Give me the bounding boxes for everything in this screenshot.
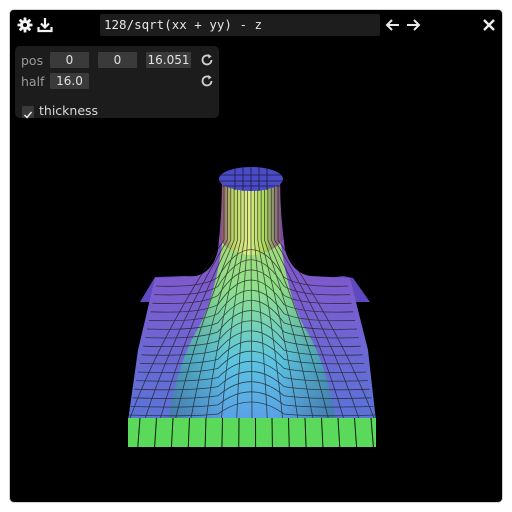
mesh-line <box>129 182 225 419</box>
mesh-line <box>257 182 283 419</box>
mesh-line <box>267 182 329 419</box>
mesh-line <box>274 182 360 419</box>
mesh-line <box>137 350 367 373</box>
cap-grid <box>219 167 283 191</box>
mesh-line <box>264 182 314 419</box>
mesh-line <box>160 182 232 419</box>
surface-mesh <box>128 182 376 419</box>
base-grid-line <box>370 417 374 448</box>
pos-label: pos <box>21 53 44 68</box>
mesh-line <box>190 182 238 419</box>
base-grid-line <box>221 417 223 448</box>
mesh-line <box>139 340 365 365</box>
base-grid-line <box>288 417 290 448</box>
close-icon[interactable] <box>480 16 498 34</box>
base-grid-line <box>170 417 174 448</box>
pos-x-field[interactable]: 0 <box>50 52 89 68</box>
base-grid-line <box>321 417 324 448</box>
pos-z-field[interactable]: 16.051 <box>146 52 191 68</box>
mesh-line <box>270 182 344 419</box>
mesh-line <box>205 182 242 419</box>
mesh-line <box>132 381 372 399</box>
base-grid <box>137 417 374 448</box>
surface-plot[interactable] <box>10 40 502 502</box>
thickness-label: thickness <box>39 103 99 118</box>
checkmark-icon <box>23 111 33 119</box>
base-grid-line <box>137 417 141 448</box>
base-grid-line <box>187 417 190 448</box>
mesh-line <box>141 330 363 356</box>
mesh-line <box>253 182 268 419</box>
titlebar: 128/sqrt(xx + yy) - z <box>10 10 502 40</box>
mesh-line <box>130 391 374 408</box>
reset-pos-icon[interactable] <box>200 53 214 67</box>
mesh-line <box>250 182 253 419</box>
reset-half-icon[interactable] <box>200 74 214 88</box>
mesh-line <box>236 182 249 419</box>
arrow-right-icon[interactable] <box>404 16 422 34</box>
expression-input[interactable]: 128/sqrt(xx + yy) - z <box>100 14 380 36</box>
arrow-left-icon[interactable] <box>384 16 402 34</box>
mesh-line <box>175 182 235 419</box>
base-grid-line <box>204 417 207 448</box>
mesh-line <box>144 182 228 419</box>
mesh-line <box>260 182 299 419</box>
download-icon[interactable] <box>36 16 54 34</box>
3d-viewport[interactable] <box>10 40 502 502</box>
gear-icon[interactable] <box>16 16 34 34</box>
mesh-line <box>143 320 361 348</box>
control-panel: pos 0 0 16.051 half 16.0 thickness <box>15 46 219 119</box>
base-grid-line <box>354 417 358 448</box>
pos-y-field[interactable]: 0 <box>98 52 137 68</box>
mesh-line <box>221 182 245 419</box>
base-grid-line <box>337 417 341 448</box>
half-field[interactable]: 16.0 <box>50 73 89 89</box>
surface-tube <box>220 180 283 255</box>
surface-base <box>128 418 376 447</box>
app-window: 128/sqrt(xx + yy) - z <box>10 10 502 502</box>
thickness-checkbox[interactable] <box>22 106 34 119</box>
mesh-line <box>134 371 370 391</box>
base-grid-line <box>154 417 157 448</box>
mesh-line <box>277 182 375 419</box>
base-grid-line <box>304 417 307 448</box>
mesh-line <box>128 401 376 417</box>
half-label: half <box>21 74 45 89</box>
